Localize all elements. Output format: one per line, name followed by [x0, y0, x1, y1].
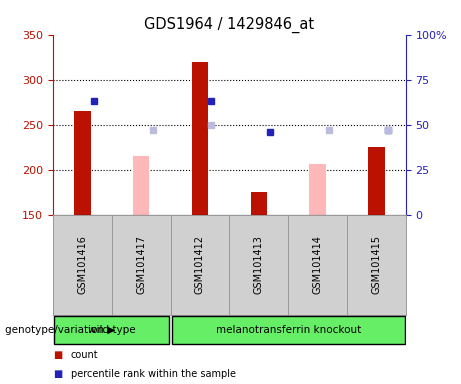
Text: GSM101412: GSM101412 [195, 235, 205, 295]
Bar [74, 111, 91, 215]
Bar [192, 62, 208, 215]
Bar [133, 156, 149, 215]
Text: count: count [71, 350, 98, 360]
Text: ■: ■ [53, 369, 62, 379]
Text: melanotransferrin knockout: melanotransferrin knockout [215, 325, 361, 335]
Text: GSM101417: GSM101417 [136, 235, 146, 295]
Bar [172, 316, 404, 344]
Bar [250, 192, 267, 215]
Text: genotype/variation ▶: genotype/variation ▶ [5, 325, 115, 335]
Bar [309, 164, 326, 215]
Title: GDS1964 / 1429846_at: GDS1964 / 1429846_at [144, 17, 314, 33]
Text: percentile rank within the sample: percentile rank within the sample [71, 369, 236, 379]
Text: GSM101415: GSM101415 [371, 235, 381, 295]
Text: wild type: wild type [88, 325, 136, 335]
Bar [368, 147, 384, 215]
Text: GSM101413: GSM101413 [254, 235, 264, 295]
Text: ■: ■ [53, 350, 62, 360]
Text: GSM101416: GSM101416 [77, 235, 88, 295]
Text: GSM101414: GSM101414 [313, 235, 323, 295]
Bar [54, 316, 169, 344]
